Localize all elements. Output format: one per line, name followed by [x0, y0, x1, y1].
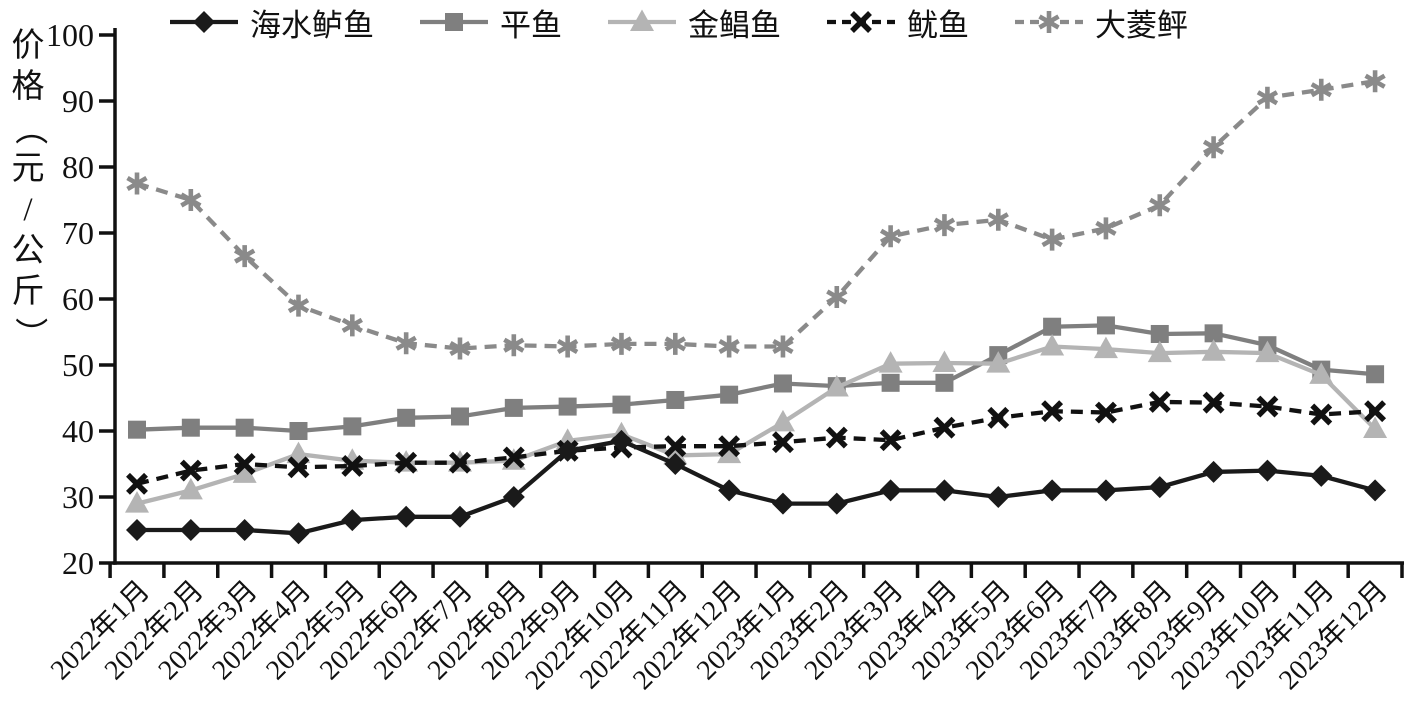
series-金鲳鱼	[125, 334, 1388, 513]
legend-item-平鱼: 平鱼	[418, 0, 562, 45]
series-海水鲈鱼	[126, 429, 1387, 545]
legend-label: 大菱鲆	[1095, 7, 1188, 43]
y-axis-title-char: 格	[11, 69, 45, 105]
y-axis-title-char: /	[23, 192, 33, 228]
series-平鱼	[128, 316, 1385, 440]
chart-legend: 海水鲈鱼 平鱼 金鲳鱼 鱿鱼 大菱鲆	[168, 0, 1188, 44]
legend-marker-triangle-icon	[608, 9, 676, 31]
legend-item-金鲳鱼: 金鲳鱼	[606, 0, 781, 45]
y-tick-label: 100	[46, 17, 94, 53]
legend-marker-x-icon	[827, 11, 895, 33]
y-axis-title-char: 价	[11, 28, 45, 64]
legend-item-大菱鲆: 大菱鲆	[1013, 0, 1188, 45]
y-tick-label: 60	[62, 281, 94, 317]
y-tick-label: 70	[62, 215, 94, 251]
legend-label: 金鲳鱼	[688, 7, 781, 43]
y-tick-label: 20	[62, 545, 94, 581]
y-axis-title-char: 斤	[11, 274, 45, 310]
legend-label: 鱿鱼	[907, 7, 969, 43]
legend-marker-asterisk-icon	[1015, 11, 1083, 33]
y-tick-label: 30	[62, 479, 94, 515]
y-axis-title-char: 元	[11, 151, 45, 187]
y-tick-label: 40	[62, 413, 94, 449]
series-大菱鲆	[126, 70, 1386, 360]
legend-item-海水鲈鱼: 海水鲈鱼	[168, 0, 374, 45]
y-axis-title: 价格（元 / 公斤）	[6, 26, 50, 354]
y-tick-label: 50	[62, 347, 94, 383]
y-axis-title-char: 公	[11, 233, 45, 269]
legend-item-鱿鱼: 鱿鱼	[825, 0, 969, 45]
legend-label: 海水鲈鱼	[250, 7, 374, 43]
legend-marker-square-icon	[420, 13, 488, 31]
legend-marker-diamond-icon	[170, 11, 238, 33]
legend-label: 平鱼	[500, 7, 562, 43]
y-tick-label: 90	[62, 83, 94, 119]
y-tick-label: 80	[62, 149, 94, 185]
